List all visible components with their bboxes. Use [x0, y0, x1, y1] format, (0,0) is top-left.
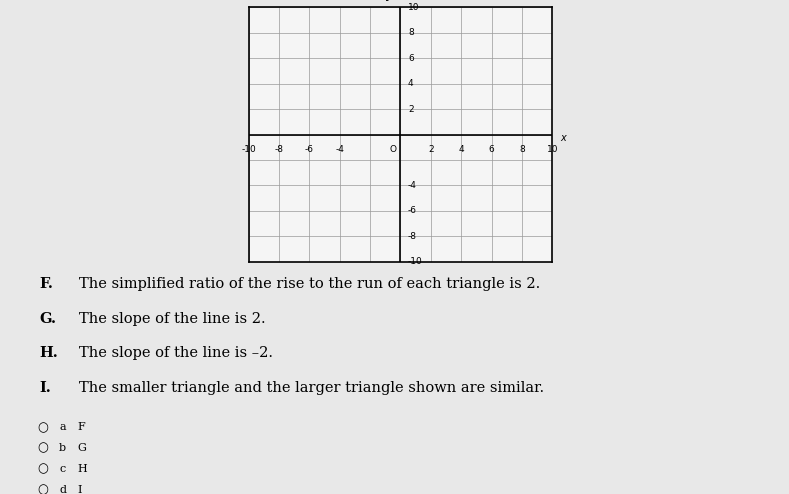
Text: The simplified ratio of the rise to the run of each triangle is 2.: The simplified ratio of the rise to the …: [79, 277, 540, 291]
Text: 8: 8: [408, 28, 413, 38]
Text: I: I: [77, 485, 82, 494]
Text: 6: 6: [488, 145, 495, 154]
Text: x: x: [560, 133, 566, 143]
Text: b: b: [59, 443, 66, 453]
Text: I.: I.: [39, 381, 51, 395]
Text: c: c: [59, 464, 65, 474]
Text: -4: -4: [408, 181, 417, 190]
Text: G: G: [77, 443, 86, 453]
Text: 10: 10: [547, 145, 558, 154]
Text: 2: 2: [428, 145, 434, 154]
Text: H.: H.: [39, 346, 58, 360]
Text: -6: -6: [305, 145, 314, 154]
Text: ○: ○: [37, 462, 48, 475]
Text: a: a: [59, 422, 65, 432]
Text: 4: 4: [458, 145, 464, 154]
Text: -8: -8: [408, 232, 417, 241]
Text: y: y: [387, 0, 393, 1]
Text: 8: 8: [519, 145, 525, 154]
Text: The slope of the line is 2.: The slope of the line is 2.: [79, 312, 266, 326]
Text: H: H: [77, 464, 87, 474]
Text: 6: 6: [408, 54, 413, 63]
Text: ○: ○: [37, 421, 48, 434]
Text: The slope of the line is –2.: The slope of the line is –2.: [79, 346, 273, 360]
Text: The smaller triangle and the larger triangle shown are similar.: The smaller triangle and the larger tria…: [79, 381, 544, 395]
Text: 2: 2: [408, 105, 413, 114]
Text: 4: 4: [408, 79, 413, 88]
Text: ○: ○: [37, 483, 48, 494]
Text: O: O: [389, 145, 396, 154]
Text: -10: -10: [241, 145, 256, 154]
Text: ○: ○: [37, 442, 48, 454]
Text: F.: F.: [39, 277, 54, 291]
Text: F: F: [77, 422, 85, 432]
Text: -8: -8: [275, 145, 283, 154]
Text: -4: -4: [335, 145, 344, 154]
Text: d: d: [59, 485, 66, 494]
Text: -10: -10: [408, 257, 423, 266]
Text: G.: G.: [39, 312, 57, 326]
Text: -6: -6: [408, 206, 417, 215]
Text: 10: 10: [408, 3, 420, 12]
